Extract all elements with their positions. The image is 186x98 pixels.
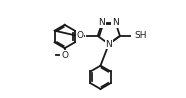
Text: N: N [99,18,105,27]
Text: N: N [105,39,112,49]
Text: SH: SH [134,31,147,40]
Text: O: O [61,51,68,60]
Text: O: O [76,31,83,40]
Text: N: N [112,18,119,27]
